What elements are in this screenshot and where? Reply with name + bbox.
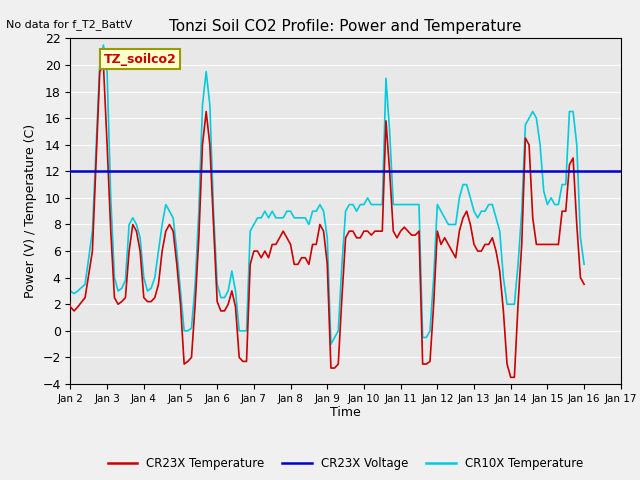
CR23X Temperature — [470, 241, 478, 247]
Line: CR10X Temperature: CR10X Temperature — [34, 45, 584, 344]
Text: TZ_soilco2: TZ_soilco2 — [104, 53, 176, 66]
CR23X Temperature — [580, 281, 588, 287]
CR23X Temperature — [33, 301, 41, 307]
CR10X Temperature — [67, 288, 74, 294]
Title: Tonzi Soil CO2 Profile: Power and Temperature: Tonzi Soil CO2 Profile: Power and Temper… — [170, 20, 522, 35]
X-axis label: Time: Time — [330, 407, 361, 420]
CR23X Temperature — [30, 321, 38, 327]
CR23X Voltage — [67, 168, 74, 174]
Legend: CR23X Temperature, CR23X Voltage, CR10X Temperature: CR23X Temperature, CR23X Voltage, CR10X … — [103, 453, 588, 475]
CR10X Temperature — [327, 341, 335, 347]
CR23X Temperature — [100, 62, 108, 68]
Y-axis label: Power (V) / Temperature (C): Power (V) / Temperature (C) — [24, 124, 36, 298]
CR10X Temperature — [459, 182, 467, 188]
CR23X Temperature — [360, 228, 368, 234]
CR10X Temperature — [364, 195, 371, 201]
CR10X Temperature — [580, 262, 588, 267]
CR10X Temperature — [30, 295, 38, 300]
CR23X Temperature — [456, 228, 463, 234]
CR23X Temperature — [507, 374, 515, 380]
CR23X Temperature — [67, 304, 74, 310]
CR10X Temperature — [100, 42, 108, 48]
Text: No data for f_T2_BattV: No data for f_T2_BattV — [6, 19, 132, 30]
CR10X Temperature — [33, 281, 41, 287]
Line: CR23X Temperature: CR23X Temperature — [34, 65, 584, 377]
CR23X Temperature — [551, 241, 559, 247]
CR23X Voltage — [30, 168, 38, 174]
CR10X Temperature — [551, 202, 559, 207]
CR10X Temperature — [474, 215, 481, 221]
